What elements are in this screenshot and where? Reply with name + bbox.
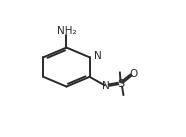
Text: NH₂: NH₂ <box>57 26 76 36</box>
Text: O: O <box>129 69 137 79</box>
Text: S: S <box>118 79 125 89</box>
Text: N: N <box>102 81 110 91</box>
Text: N: N <box>94 52 101 62</box>
